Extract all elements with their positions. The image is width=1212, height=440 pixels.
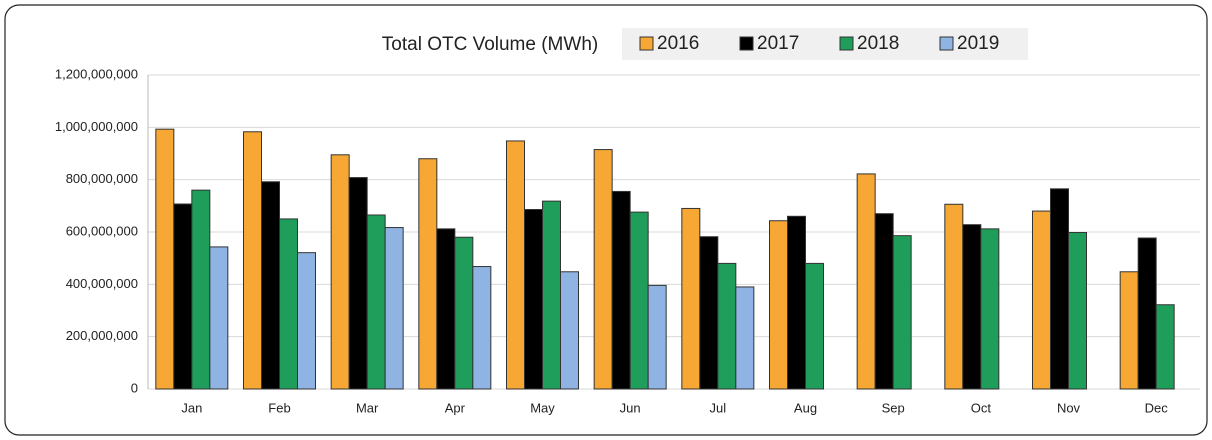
bar — [330, 154, 350, 390]
legend-swatch — [639, 36, 654, 51]
bar — [1155, 304, 1175, 390]
bar — [297, 252, 316, 390]
legend-label: 2016 — [657, 33, 699, 54]
bar — [436, 228, 456, 390]
bar — [191, 189, 211, 390]
bar — [856, 173, 876, 390]
bar — [769, 220, 788, 390]
y-tick-label: 1,200,000,000 — [55, 66, 138, 81]
y-tick-label: 800,000,000 — [66, 171, 138, 186]
x-tick-label: Nov — [1057, 400, 1081, 415]
bar — [418, 158, 438, 390]
bar — [366, 214, 386, 390]
legend-label: 2019 — [957, 33, 999, 54]
bar — [1068, 232, 1087, 390]
bar — [681, 207, 701, 390]
bar — [1137, 237, 1157, 390]
bar — [454, 236, 474, 390]
bar — [647, 284, 667, 390]
bar — [699, 236, 719, 390]
legend-label: 2018 — [857, 33, 899, 54]
bar — [279, 218, 298, 390]
bar — [892, 235, 912, 390]
y-tick-label: 0 — [131, 380, 138, 395]
bar — [787, 215, 806, 390]
x-tick-label: Aug — [794, 400, 817, 415]
bar — [243, 131, 262, 390]
bar — [962, 224, 982, 390]
x-tick-label: Dec — [1145, 400, 1169, 415]
x-tick-label: Feb — [268, 400, 290, 415]
bar — [593, 149, 613, 390]
x-tick-label: Sep — [882, 400, 905, 415]
y-tick-label: 400,000,000 — [66, 276, 138, 291]
legend-box — [622, 28, 1028, 60]
bar — [261, 181, 280, 390]
x-tick-label: Oct — [971, 400, 992, 415]
bar — [524, 208, 543, 390]
legend-swatch — [939, 36, 954, 51]
bar — [1050, 188, 1069, 390]
bar — [348, 177, 368, 390]
legend-label: 2017 — [757, 33, 799, 54]
chart-title: Total OTC Volume (MWh) — [382, 34, 598, 55]
bar — [805, 262, 824, 390]
bar — [874, 213, 894, 390]
bar — [472, 266, 492, 390]
legend-swatch — [739, 36, 754, 51]
x-tick-label: May — [530, 400, 555, 415]
y-tick-label: 1,000,000,000 — [55, 119, 138, 134]
x-tick-label: Mar — [356, 400, 379, 415]
bar — [1119, 271, 1139, 390]
bar — [560, 271, 579, 390]
y-tick-label: 200,000,000 — [66, 328, 138, 343]
bar — [717, 262, 737, 390]
bar — [944, 203, 964, 390]
bar — [155, 128, 175, 390]
bar — [611, 190, 631, 390]
bar — [735, 286, 755, 390]
x-tick-label: Jun — [620, 400, 641, 415]
bar — [173, 203, 193, 390]
bar — [384, 227, 404, 390]
x-tick-label: Jul — [710, 400, 727, 415]
bar — [1032, 210, 1051, 390]
bar — [542, 200, 561, 390]
bar — [506, 140, 525, 390]
bar — [629, 211, 649, 390]
bar — [209, 246, 229, 390]
bar — [980, 228, 1000, 390]
x-tick-label: Apr — [445, 400, 466, 415]
legend-swatch — [839, 36, 854, 51]
y-tick-label: 600,000,000 — [66, 223, 138, 238]
x-tick-label: Jan — [181, 400, 202, 415]
